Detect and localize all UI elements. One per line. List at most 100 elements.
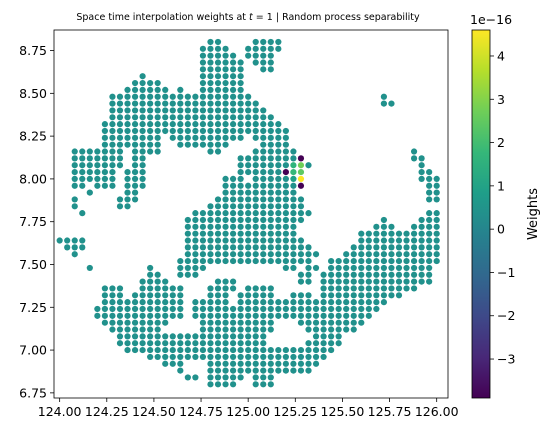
weight-point <box>222 231 228 237</box>
weight-point <box>298 244 304 250</box>
weight-point <box>268 53 274 59</box>
weight-point <box>124 128 130 134</box>
weight-point <box>426 169 432 175</box>
weight-point <box>238 162 244 168</box>
weight-point <box>275 128 281 134</box>
weight-point <box>102 135 108 141</box>
weight-point <box>215 210 221 216</box>
weight-point <box>298 251 304 257</box>
weight-point <box>366 279 372 285</box>
weight-point <box>147 87 153 93</box>
weight-point <box>343 306 349 312</box>
weight-point <box>170 285 176 291</box>
weight-point <box>230 80 236 86</box>
weight-point <box>336 313 342 319</box>
weight-point <box>215 381 221 387</box>
weight-point <box>358 320 364 326</box>
weight-point <box>245 320 251 326</box>
weight-point <box>140 101 146 107</box>
weight-point-highlight <box>298 169 304 175</box>
weight-point <box>238 196 244 202</box>
weight-point <box>109 114 115 120</box>
weight-point <box>170 361 176 367</box>
weight-point <box>396 231 402 237</box>
weight-point <box>268 326 274 332</box>
weight-point <box>253 217 259 223</box>
weight-point <box>155 94 161 100</box>
weight-point <box>343 320 349 326</box>
weight-point <box>72 148 78 154</box>
weight-point <box>238 231 244 237</box>
weight-point <box>162 361 168 367</box>
weight-point <box>140 148 146 154</box>
weight-point <box>140 73 146 79</box>
weight-point <box>215 148 221 154</box>
weight-point <box>72 155 78 161</box>
weight-point <box>200 66 206 72</box>
weight-point <box>162 114 168 120</box>
weight-point <box>298 237 304 243</box>
weight-point <box>79 169 85 175</box>
weight-point <box>366 292 372 298</box>
weight-point <box>79 244 85 250</box>
weight-point <box>373 258 379 264</box>
weight-point <box>245 244 251 250</box>
weight-point <box>426 217 432 223</box>
weight-point <box>177 361 183 367</box>
weight-point <box>328 306 334 312</box>
weight-point <box>132 162 138 168</box>
weight-point <box>230 176 236 182</box>
weight-point <box>200 306 206 312</box>
weight-point <box>200 347 206 353</box>
weight-point <box>245 292 251 298</box>
weight-point <box>72 169 78 175</box>
weight-point <box>207 326 213 332</box>
weight-point <box>155 306 161 312</box>
weight-point <box>222 114 228 120</box>
weight-point <box>260 347 266 353</box>
weight-point <box>245 326 251 332</box>
weight-point <box>170 121 176 127</box>
weight-point <box>238 135 244 141</box>
weight-point <box>351 313 357 319</box>
weight-point <box>283 148 289 154</box>
weight-point <box>124 320 130 326</box>
weight-point <box>320 299 326 305</box>
weight-point <box>260 155 266 161</box>
weight-point <box>140 162 146 168</box>
weight-point <box>238 224 244 230</box>
weight-point <box>132 326 138 332</box>
weight-point <box>275 231 281 237</box>
weight-point <box>215 361 221 367</box>
weight-point <box>290 237 296 243</box>
weight-point <box>132 299 138 305</box>
weight-point <box>313 251 319 257</box>
weight-point <box>207 306 213 312</box>
weight-point <box>283 190 289 196</box>
weight-point <box>245 121 251 127</box>
weight-point <box>260 292 266 298</box>
weight-point <box>260 299 266 305</box>
weight-point <box>245 46 251 52</box>
weight-point <box>290 148 296 154</box>
weight-point <box>396 258 402 264</box>
weight-point <box>396 251 402 257</box>
weight-point <box>222 73 228 79</box>
weight-point <box>268 231 274 237</box>
weight-point <box>215 306 221 312</box>
weight-point <box>147 114 153 120</box>
weight-point <box>132 101 138 107</box>
weight-point <box>109 135 115 141</box>
weight-point <box>268 142 274 148</box>
weight-point <box>222 333 228 339</box>
weight-point <box>313 347 319 353</box>
weight-point <box>373 285 379 291</box>
weight-point <box>388 251 394 257</box>
weight-point <box>298 347 304 353</box>
weight-point <box>200 299 206 305</box>
weight-point <box>87 162 93 168</box>
weight-point <box>434 231 440 237</box>
weight-point <box>336 299 342 305</box>
weight-point <box>403 251 409 257</box>
